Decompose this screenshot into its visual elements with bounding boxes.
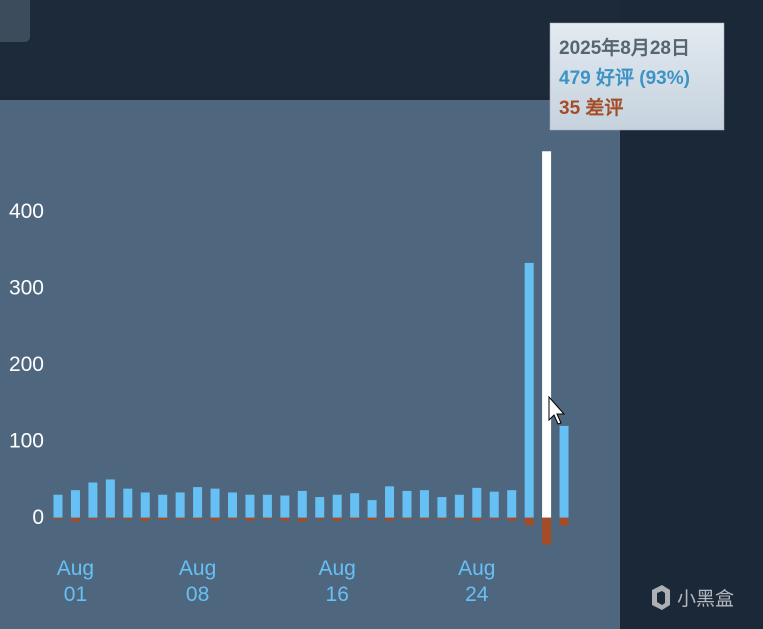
bar bbox=[280, 517, 290, 521]
bar bbox=[105, 479, 115, 518]
bar bbox=[559, 517, 569, 526]
bar bbox=[53, 494, 63, 518]
bar bbox=[559, 425, 569, 518]
bar bbox=[123, 488, 133, 518]
bar bbox=[53, 517, 63, 520]
bar bbox=[524, 262, 534, 518]
bar bbox=[70, 490, 80, 518]
bar bbox=[105, 517, 115, 520]
bar bbox=[437, 497, 447, 518]
y-tick-label: 200 bbox=[9, 353, 44, 376]
x-tick-label: Aug 16 bbox=[319, 557, 356, 606]
bar bbox=[419, 490, 429, 518]
bar bbox=[367, 517, 377, 520]
bar bbox=[158, 517, 168, 520]
bar bbox=[489, 491, 499, 518]
bar bbox=[454, 494, 464, 518]
x-tick-label: Aug 01 bbox=[57, 557, 94, 606]
bar bbox=[88, 517, 98, 520]
tooltip: 2025年8月28日 479 好评 (93%) 35 差评 bbox=[549, 22, 725, 131]
y-tick-label: 0 bbox=[32, 506, 44, 529]
bar bbox=[315, 497, 325, 518]
tooltip-box bbox=[549, 22, 725, 131]
bar bbox=[402, 490, 412, 518]
bar bbox=[297, 490, 307, 518]
watermark: 小黑盒 bbox=[652, 585, 734, 610]
bar bbox=[262, 494, 272, 518]
tooltip-title: 2025年8月28日 bbox=[559, 36, 690, 59]
tooltip-negative: 35 差评 bbox=[559, 96, 623, 119]
bar bbox=[472, 487, 482, 518]
bar bbox=[542, 517, 552, 545]
bar bbox=[210, 488, 220, 518]
y-tick-label: 100 bbox=[9, 430, 44, 453]
x-tick-label: Aug 08 bbox=[179, 557, 216, 606]
button[interactable] bbox=[0, 0, 30, 42]
bar bbox=[245, 494, 255, 518]
bar bbox=[542, 151, 552, 518]
bar bbox=[123, 517, 133, 520]
bar bbox=[332, 494, 342, 518]
bar bbox=[507, 490, 517, 518]
bar bbox=[175, 517, 185, 520]
bar bbox=[489, 517, 499, 520]
cursor bbox=[548, 395, 566, 425]
watermark-text: 小黑盒 bbox=[677, 588, 734, 610]
bar bbox=[228, 517, 237, 520]
bar bbox=[210, 517, 220, 521]
bar bbox=[402, 517, 412, 520]
top-bar bbox=[0, 0, 620, 97]
bar bbox=[385, 517, 395, 521]
y-tick-label: 400 bbox=[9, 200, 44, 223]
bar bbox=[175, 492, 185, 518]
bar bbox=[70, 517, 80, 522]
bar bbox=[350, 493, 360, 518]
bar bbox=[140, 492, 150, 518]
chart-panel bbox=[0, 100, 620, 629]
bar bbox=[297, 517, 307, 522]
bar bbox=[332, 517, 342, 521]
bar bbox=[158, 494, 168, 518]
x-tick-label: Aug 24 bbox=[458, 557, 495, 606]
bar bbox=[385, 486, 395, 518]
bar bbox=[88, 482, 98, 518]
y-tick-label: 300 bbox=[9, 277, 44, 300]
bar bbox=[193, 487, 203, 518]
plot: 0 100 200 300 400 Aug 01 Aug 08 Aug 16 Aug 24 bbox=[9, 151, 569, 606]
bar bbox=[367, 500, 377, 518]
bar bbox=[280, 495, 290, 518]
tooltip-positive: 479 好评 (93%) bbox=[559, 66, 690, 89]
bar bbox=[228, 492, 237, 518]
bar bbox=[245, 517, 255, 521]
bar bbox=[350, 517, 360, 520]
bar bbox=[437, 517, 447, 520]
bar bbox=[140, 517, 150, 521]
bar bbox=[193, 517, 203, 520]
bar bbox=[472, 517, 482, 521]
bar bbox=[262, 517, 272, 520]
bar bbox=[454, 517, 464, 520]
watermark-icon bbox=[652, 585, 670, 610]
bar bbox=[507, 517, 517, 521]
bar bbox=[315, 517, 325, 520]
bar bbox=[524, 517, 534, 526]
bar bbox=[419, 517, 429, 520]
